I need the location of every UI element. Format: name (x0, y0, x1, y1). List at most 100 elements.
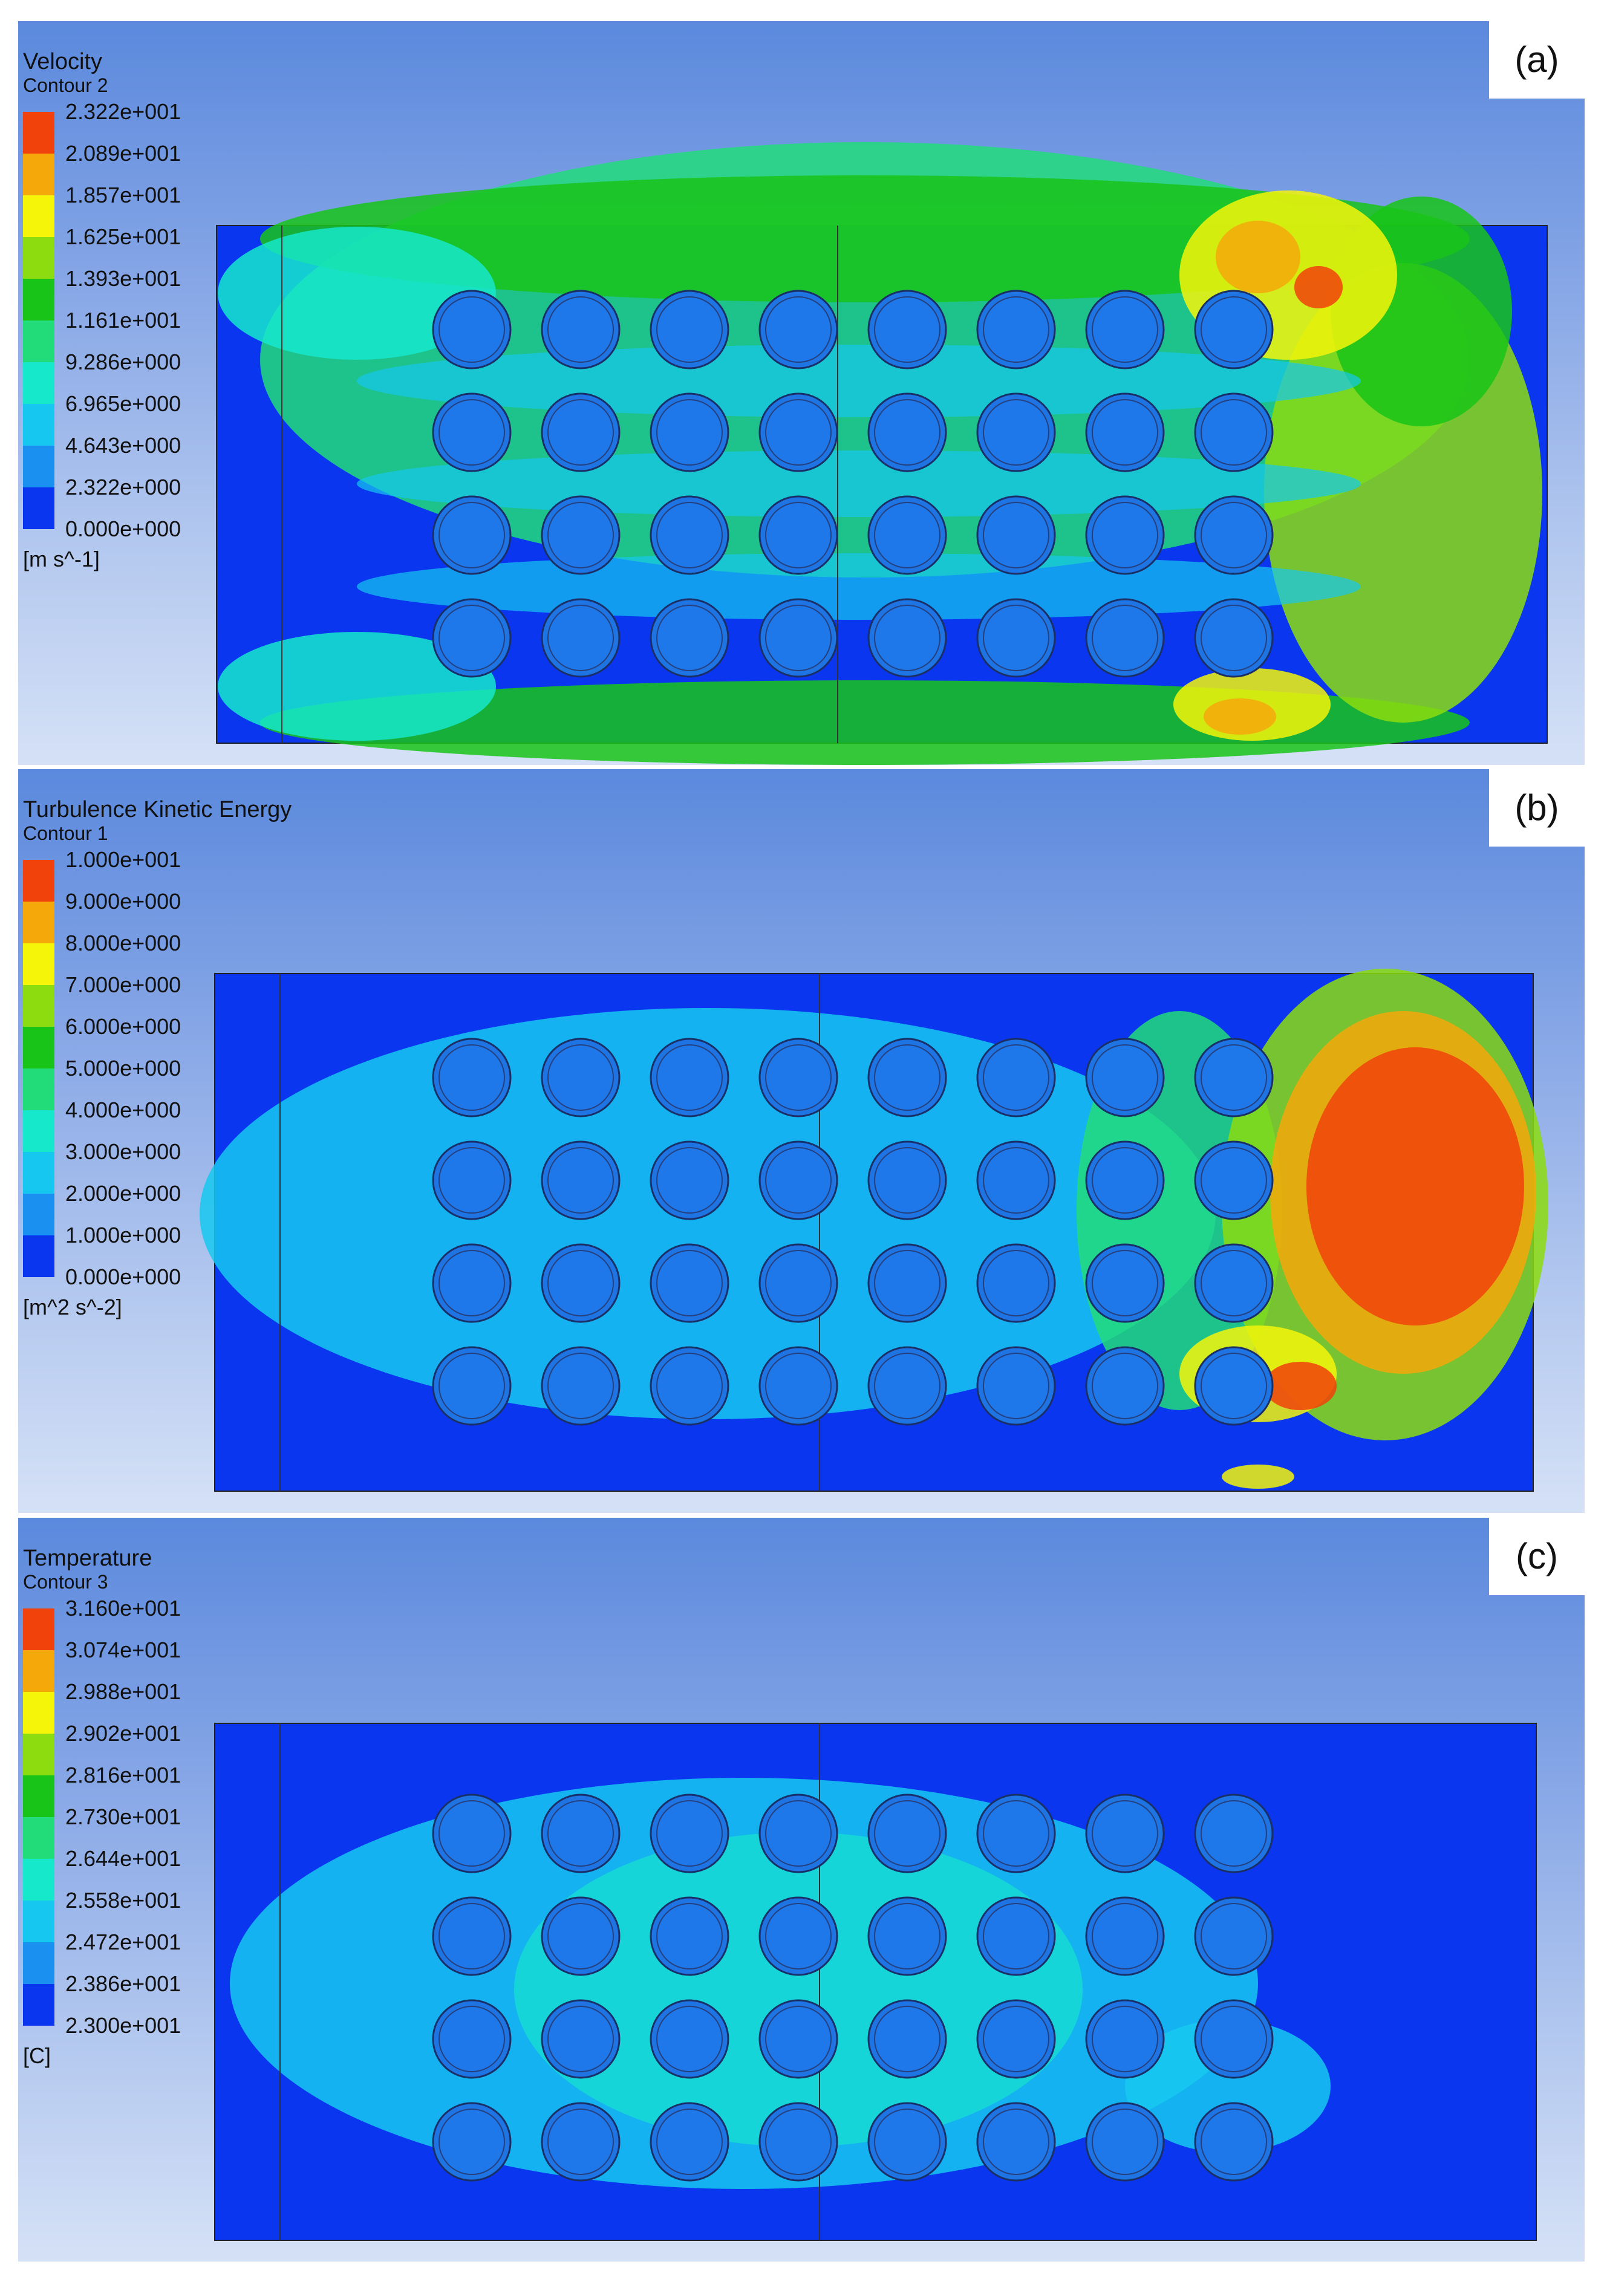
tube-cross-section (656, 296, 723, 363)
tube-cross-section (547, 502, 614, 568)
tube-cross-section (1092, 1353, 1158, 1419)
legend-color-band (23, 237, 54, 279)
legend-color-band (23, 404, 54, 446)
tube-cross-section (1092, 1147, 1158, 1214)
legend-tick: 2.730e+001 (65, 1804, 181, 1829)
panel-title: Temperature (23, 1546, 152, 1571)
contour-region (260, 680, 1470, 765)
legend-color-band (23, 1859, 54, 1901)
tube-cross-section (1201, 605, 1267, 671)
legend-color-band (23, 943, 54, 985)
legend-tick: 2.386e+001 (65, 1971, 181, 1996)
tube-cross-section (1092, 296, 1158, 363)
legend-color-band (23, 487, 54, 529)
tube-cross-section (874, 399, 940, 466)
tube-cross-section (983, 1903, 1049, 1969)
tube-cross-section (874, 1800, 940, 1867)
tube-cross-section (1201, 502, 1267, 568)
tube-cross-section (547, 1044, 614, 1111)
contour-region (1216, 221, 1300, 293)
tube-cross-section (983, 2006, 1049, 2072)
tube-cross-section (1201, 2006, 1267, 2072)
legend-tick: 1.857e+001 (65, 183, 181, 207)
tube-cross-section (547, 296, 614, 363)
panel-label: (c) (1489, 1518, 1585, 1595)
tube-cross-section (983, 399, 1049, 466)
legend-tick: 2.472e+001 (65, 1930, 181, 1954)
legend-color-band (23, 112, 54, 154)
legend-tick: 1.393e+001 (65, 266, 181, 291)
color-legend-bar (23, 112, 54, 529)
tube-cross-section (656, 2109, 723, 2175)
tube-cross-section (438, 399, 505, 466)
color-legend-bar (23, 860, 54, 1277)
legend-color-band (23, 1984, 54, 2026)
legend-color-band (23, 1734, 54, 1775)
legend-tick: 6.000e+000 (65, 1014, 181, 1039)
legend-tick: 3.074e+001 (65, 1637, 181, 1662)
tube-cross-section (983, 1147, 1049, 1214)
tube-cross-section (765, 2109, 832, 2175)
tube-cross-section (983, 1353, 1049, 1419)
tube-cross-section (765, 2006, 832, 2072)
tube-cross-section (656, 1250, 723, 1316)
legend-tick: 2.089e+001 (65, 141, 181, 166)
legend-tick: 2.558e+001 (65, 1888, 181, 1913)
tube-cross-section (874, 1903, 940, 1969)
tube-cross-section (438, 296, 505, 363)
legend-tick: 8.000e+000 (65, 931, 181, 955)
tube-cross-section (1092, 1800, 1158, 1867)
contour-region (514, 1832, 1083, 2147)
legend-tick: 0.000e+000 (65, 516, 181, 541)
panel-label: (a) (1489, 21, 1585, 99)
legend-tick: 9.000e+000 (65, 889, 181, 914)
tube-cross-section (656, 605, 723, 671)
tube-cross-section (1092, 502, 1158, 568)
tube-cross-section (547, 2109, 614, 2175)
legend-color-band (23, 1817, 54, 1859)
tube-cross-section (1201, 1250, 1267, 1316)
legend-tick: 2.322e+000 (65, 475, 181, 499)
tube-cross-section (983, 2109, 1049, 2175)
legend-tick: 1.000e+001 (65, 847, 181, 872)
tube-cross-section (438, 502, 505, 568)
legend-color-band (23, 320, 54, 362)
tube-cross-section (547, 1147, 614, 1214)
legend-tick: 4.000e+000 (65, 1098, 181, 1122)
legend-tick: 2.988e+001 (65, 1679, 181, 1704)
tube-cross-section (765, 605, 832, 671)
tube-cross-section (438, 1044, 505, 1111)
legend-color-band (23, 860, 54, 902)
legend-tick: 1.161e+001 (65, 308, 181, 333)
tube-cross-section (656, 1044, 723, 1111)
tube-cross-section (438, 605, 505, 671)
tube-cross-section (874, 605, 940, 671)
tube-cross-section (1092, 2109, 1158, 2175)
tube-cross-section (1092, 1903, 1158, 1969)
tube-cross-section (656, 1800, 723, 1867)
tube-cross-section (983, 605, 1049, 671)
tube-cross-section (547, 1353, 614, 1419)
temperature-contour-plot (214, 1723, 1537, 2241)
tube-cross-section (874, 296, 940, 363)
legend-tick: 2.300e+001 (65, 2013, 181, 2038)
panel-title: Velocity (23, 49, 102, 74)
tube-cross-section (874, 2109, 940, 2175)
tube-cross-section (438, 1903, 505, 1969)
tube-cross-section (547, 1800, 614, 1867)
tube-cross-section (1092, 1250, 1158, 1316)
tube-cross-section (656, 502, 723, 568)
legend-tick: 3.160e+001 (65, 1596, 181, 1621)
tube-cross-section (547, 399, 614, 466)
tube-cross-section (983, 1800, 1049, 1867)
color-legend-bar (23, 1608, 54, 2026)
velocity-contour-plot (216, 142, 1548, 765)
tube-cross-section (1201, 1353, 1267, 1419)
tube-cross-section (874, 1147, 940, 1214)
legend-tick: 5.000e+000 (65, 1056, 181, 1081)
legend-tick: 0.000e+000 (65, 1264, 181, 1289)
contour-region (218, 632, 496, 741)
tube-cross-section (438, 1353, 505, 1419)
legend-color-band (23, 985, 54, 1027)
legend-color-band (23, 1608, 54, 1650)
